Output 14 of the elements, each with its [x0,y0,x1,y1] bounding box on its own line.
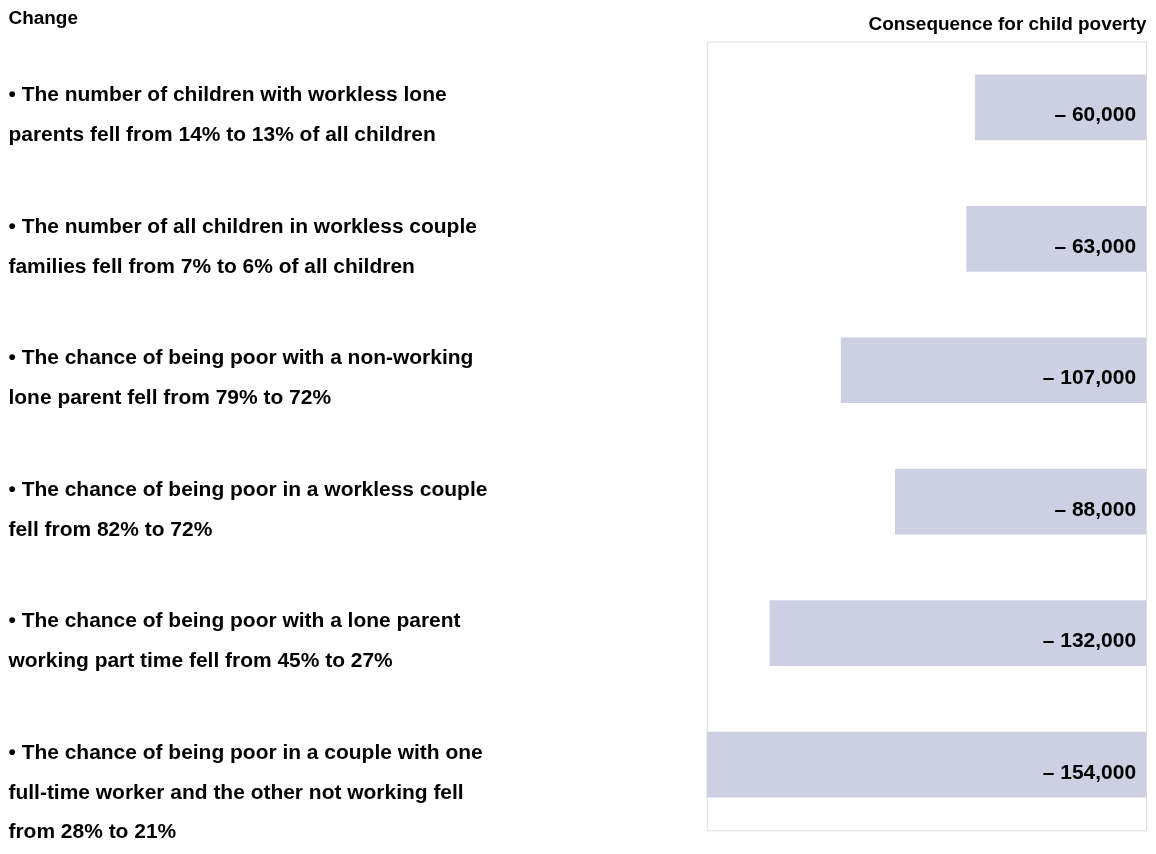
y-tick-label: • The number of all children in workless couple families fell from 7% to 6% of all children [8,213,477,277]
x-axis-title: Consequence for child poverty [868,13,1147,35]
data-label: – 60,000 [1054,102,1137,126]
y-tick-label: • The number of children with workless lone parents fell from 14% to 13% of all children [8,82,447,146]
y-tick-label: • The chance of being poor in a couple with one full-time worker and the other not working fell from 28% to 21% [8,739,483,843]
data-label: – 132,000 [1042,628,1137,652]
y-axis-title: Change [8,7,78,29]
data-label: – 154,000 [1042,759,1137,783]
data-label: – 88,000 [1054,496,1137,520]
y-tick-label: • The chance of being poor with a lone parent working part time fell from 45% to 27% [7,608,461,672]
data-label: – 107,000 [1042,365,1137,389]
y-tick-label: • The chance of being poor with a non-working lone parent fell from 79% to 72% [8,345,474,409]
data-label: – 63,000 [1054,233,1137,257]
y-tick-label: • The chance of being poor in a workless couple fell from 82% to 72% [8,476,488,540]
